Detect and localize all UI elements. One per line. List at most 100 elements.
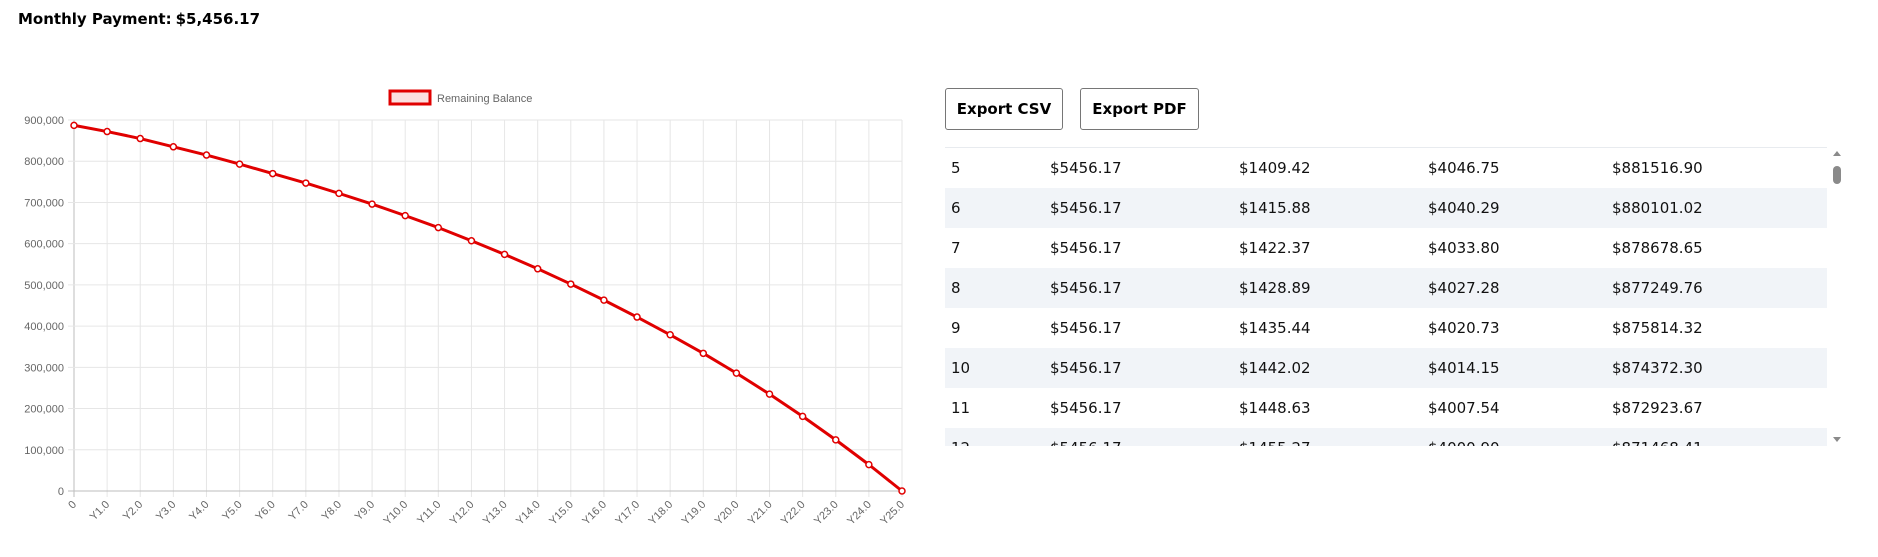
data-point <box>732 369 741 377</box>
interest-cell: $4020.73 <box>1428 319 1500 337</box>
x-tick-label: Y17.0 <box>613 499 642 528</box>
month-cell: 10 <box>951 359 971 377</box>
month-cell: 6 <box>951 199 961 217</box>
x-tick-label: Y23.0 <box>812 499 841 528</box>
x-tick-label: Y14.0 <box>514 499 543 528</box>
x-tick-label: Y19.0 <box>680 499 709 528</box>
x-tick-label: Y11.0 <box>415 499 443 527</box>
payment-cell: $5456.17 <box>1050 159 1122 177</box>
data-point <box>202 151 211 159</box>
balance-cell: $871468.41 <box>1612 439 1703 446</box>
x-tick-label: Y18.0 <box>646 499 675 528</box>
data-point <box>832 436 840 444</box>
data-point <box>335 189 343 198</box>
scrollbar-thumb[interactable] <box>1833 166 1841 184</box>
balance-cell: $872923.67 <box>1612 399 1703 417</box>
data-point <box>666 331 674 339</box>
payment-cell: $5456.17 <box>1050 439 1122 446</box>
y-tick-label: 200,000 <box>24 404 64 416</box>
interest-cell: $4000.90 <box>1428 439 1500 446</box>
data-point <box>600 296 608 304</box>
x-tick-label: Y16.0 <box>580 499 609 528</box>
principal-cell: $1415.88 <box>1239 199 1311 217</box>
data-point <box>633 313 641 321</box>
principal-cell: $1435.44 <box>1239 319 1311 337</box>
x-tick-label: Y6.0 <box>253 499 277 523</box>
scroll-down-arrow-icon[interactable] <box>1829 434 1845 446</box>
x-tick-label: Y22.0 <box>779 499 808 528</box>
interest-cell: $4027.28 <box>1428 279 1500 297</box>
month-cell: 9 <box>951 319 961 337</box>
table-row: 6 $5456.17 $1415.88 $4040.29 $880101.02 <box>945 188 1827 228</box>
x-tick-label: Y3.0 <box>154 499 178 523</box>
y-tick-label: 100,000 <box>24 445 64 457</box>
data-point <box>533 265 542 273</box>
table-row: 7 $5456.17 $1422.37 $4033.80 $878678.65 <box>945 228 1827 268</box>
y-tick-label: 0 <box>58 486 64 498</box>
export-csv-button[interactable]: Export CSV <box>945 88 1063 130</box>
data-point <box>467 237 476 245</box>
interest-cell: $4007.54 <box>1428 399 1500 417</box>
table-row: 12 $5456.17 $1455.27 $4000.90 $871468.41 <box>945 428 1827 446</box>
data-point <box>798 412 807 421</box>
balance-cell: $878678.65 <box>1612 239 1703 257</box>
principal-cell: $1442.02 <box>1239 359 1311 377</box>
x-tick-label: Y2.0 <box>121 499 145 523</box>
table-scrollbar[interactable] <box>1829 147 1845 446</box>
payment-cell: $5456.17 <box>1050 239 1122 257</box>
balance-cell: $881516.90 <box>1612 159 1703 177</box>
data-point <box>235 160 244 168</box>
table-body: 5 $5456.17 $1409.42 $4046.75 $881516.90 6 $545… <box>945 147 1827 446</box>
amortization-table[interactable]: 5 $5456.17 $1409.42 $4046.75 $881516.90 6 $545… <box>945 147 1845 446</box>
table-row: 10 $5456.17 $1442.02 $4014.15 $874372.30 <box>945 348 1827 388</box>
payment-cell: $5456.17 <box>1050 199 1122 217</box>
principal-cell: $1448.63 <box>1239 399 1311 417</box>
x-tick-label: Y12.0 <box>448 499 477 528</box>
balance-cell: $875814.32 <box>1612 319 1703 337</box>
y-tick-label: 600,000 <box>24 239 64 251</box>
x-tick-label: Y21.0 <box>746 499 775 528</box>
balance-cell: $877249.76 <box>1612 279 1703 297</box>
balance-cell: $880101.02 <box>1612 199 1703 217</box>
x-tick-label: Y24.0 <box>845 499 874 528</box>
balance-cell: $874372.30 <box>1612 359 1703 377</box>
table-row: 11 $5456.17 $1448.63 $4007.54 $872923.67 <box>945 388 1827 428</box>
month-cell: 7 <box>951 239 961 257</box>
data-point <box>898 487 906 495</box>
x-tick-label: Y15.0 <box>547 499 576 528</box>
data-point <box>368 200 376 208</box>
monthly-payment-heading: Monthly Payment: $5,456.17 <box>18 10 260 28</box>
export-pdf-button[interactable]: Export PDF <box>1080 88 1199 130</box>
data-point <box>169 143 178 151</box>
interest-cell: $4033.80 <box>1428 239 1500 257</box>
scroll-up-arrow-icon[interactable] <box>1829 147 1845 159</box>
table-row: 8 $5456.17 $1428.89 $4027.28 $877249.76 <box>945 268 1827 308</box>
payment-cell: $5456.17 <box>1050 359 1122 377</box>
data-point <box>136 134 144 143</box>
x-tick-label: Y13.0 <box>481 499 510 528</box>
data-point <box>434 223 443 232</box>
y-tick-label: 300,000 <box>24 362 64 374</box>
table-row: 9 $5456.17 $1435.44 $4020.73 $875814.32 <box>945 308 1827 348</box>
data-point <box>103 127 111 136</box>
x-tick-label: Y1.0 <box>88 499 112 523</box>
y-tick-label: 500,000 <box>24 280 64 292</box>
x-tick-label: Y7.0 <box>286 499 310 523</box>
y-tick-label: 400,000 <box>24 321 64 333</box>
interest-cell: $4014.15 <box>1428 359 1500 377</box>
x-tick-label: 0 <box>66 499 79 512</box>
data-point <box>401 211 409 220</box>
month-cell: 5 <box>951 159 961 177</box>
x-tick-label: Y8.0 <box>320 499 344 523</box>
payment-cell: $5456.17 <box>1050 319 1122 337</box>
legend-swatch <box>388 89 432 106</box>
principal-cell: $1428.89 <box>1239 279 1311 297</box>
x-tick-label: Y5.0 <box>220 499 244 523</box>
month-cell: 8 <box>951 279 961 297</box>
x-tick-label: Y25.0 <box>878 499 907 528</box>
monthly-payment-value: $5,456.17 <box>175 10 261 28</box>
interest-cell: $4040.29 <box>1428 199 1500 217</box>
data-point <box>865 460 873 469</box>
data-point <box>567 280 575 288</box>
x-tick-label: Y4.0 <box>187 499 211 523</box>
